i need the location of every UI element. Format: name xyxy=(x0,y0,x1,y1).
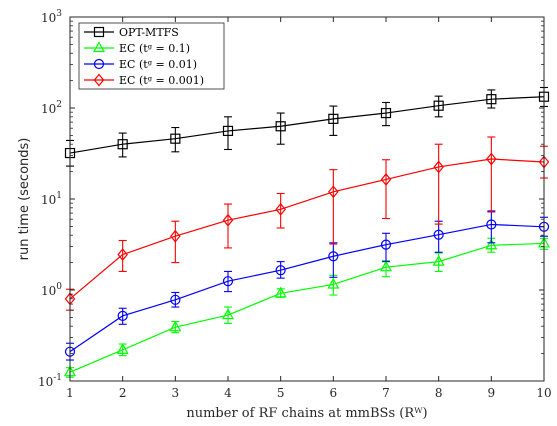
x-tick-label: 9 xyxy=(488,386,496,400)
x-tick-label: 6 xyxy=(330,386,338,400)
data-point xyxy=(328,185,339,199)
y-tick-base: 10 xyxy=(41,193,56,207)
y-axis-label: run time (seconds) xyxy=(17,138,32,261)
data-point xyxy=(170,229,181,243)
legend: OPT-MTFS EC (tᵍ = 0.1) EC (tᵍ = 0.01) EC (t… xyxy=(78,22,225,90)
y-tick-exponent: 2 xyxy=(56,100,62,110)
y-tick-base: 10 xyxy=(41,284,56,298)
y-tick-label: 100 xyxy=(41,282,62,298)
y-tick-label: 102 xyxy=(41,100,62,116)
series-line xyxy=(69,242,545,373)
legend-marker xyxy=(93,26,105,38)
series-line xyxy=(69,158,545,300)
data-point xyxy=(275,265,286,276)
series-1 xyxy=(63,236,551,378)
data-point xyxy=(275,121,286,132)
data-point xyxy=(486,94,497,105)
x-axis-label: number of RF chains at mmBSs (Rᵂ) xyxy=(186,406,427,421)
y-tick-exponent: 0 xyxy=(56,282,62,292)
series-line xyxy=(69,223,545,353)
data-point xyxy=(221,308,235,320)
x-tick-label: 5 xyxy=(277,386,285,400)
series-line xyxy=(69,96,545,154)
plot-data-layer xyxy=(63,86,551,378)
y-tick-base: 10 xyxy=(41,11,56,25)
data-point xyxy=(486,152,497,166)
x-tick-label: 4 xyxy=(224,386,232,400)
data-point xyxy=(380,107,392,119)
data-point xyxy=(170,294,181,305)
x-tick-label: 3 xyxy=(172,386,180,400)
y-tick-label: 101 xyxy=(41,191,62,207)
data-point xyxy=(485,238,498,250)
data-point xyxy=(432,254,445,266)
y-tick-base: 10 xyxy=(38,375,53,389)
data-point xyxy=(117,139,128,150)
legend-marker xyxy=(92,41,106,53)
data-point xyxy=(222,125,234,137)
legend-label: EC (tᵍ = 0.01) xyxy=(119,58,197,71)
data-point xyxy=(380,173,392,186)
data-point xyxy=(169,320,182,332)
data-point xyxy=(433,229,444,240)
data-point xyxy=(486,219,497,230)
legend-marker xyxy=(93,58,105,70)
data-point xyxy=(328,251,339,262)
series-0 xyxy=(64,86,550,167)
series-3 xyxy=(64,136,550,311)
data-point xyxy=(274,286,287,298)
x-tick-label: 1 xyxy=(66,386,74,400)
data-point xyxy=(380,239,392,250)
y-tick-exponent: 1 xyxy=(56,191,62,201)
data-point xyxy=(222,213,234,227)
data-point xyxy=(116,343,129,354)
y-tick-exponent: 3 xyxy=(56,9,62,19)
x-tick-label: 7 xyxy=(382,386,390,400)
data-point xyxy=(433,100,444,111)
x-tick-label: 2 xyxy=(119,386,127,400)
data-point xyxy=(328,113,339,124)
data-point xyxy=(433,160,444,174)
x-tick-label: 8 xyxy=(435,386,443,400)
data-point xyxy=(222,276,234,287)
data-point xyxy=(170,133,181,144)
data-point xyxy=(117,248,128,262)
y-tick-label: 103 xyxy=(41,9,62,25)
data-point xyxy=(275,202,286,216)
x-axis: 1 2 3 4 5 6 7 8 9 10 xyxy=(66,17,552,400)
data-point xyxy=(327,277,340,289)
y-tick-exponent: -1 xyxy=(53,373,62,383)
y-tick-label: 10-1 xyxy=(38,373,62,389)
data-point xyxy=(379,260,393,272)
legend-label: EC (tᵍ = 0.1) xyxy=(119,42,190,55)
legend-marker xyxy=(93,73,105,87)
series-2 xyxy=(64,210,550,361)
data-point xyxy=(117,310,128,321)
legend-label: EC (tᵍ = 0.001) xyxy=(119,74,204,87)
x-tick-label: 10 xyxy=(536,386,551,400)
legend-label: OPT-MTFS xyxy=(119,26,179,39)
y-tick-base: 10 xyxy=(41,102,56,116)
